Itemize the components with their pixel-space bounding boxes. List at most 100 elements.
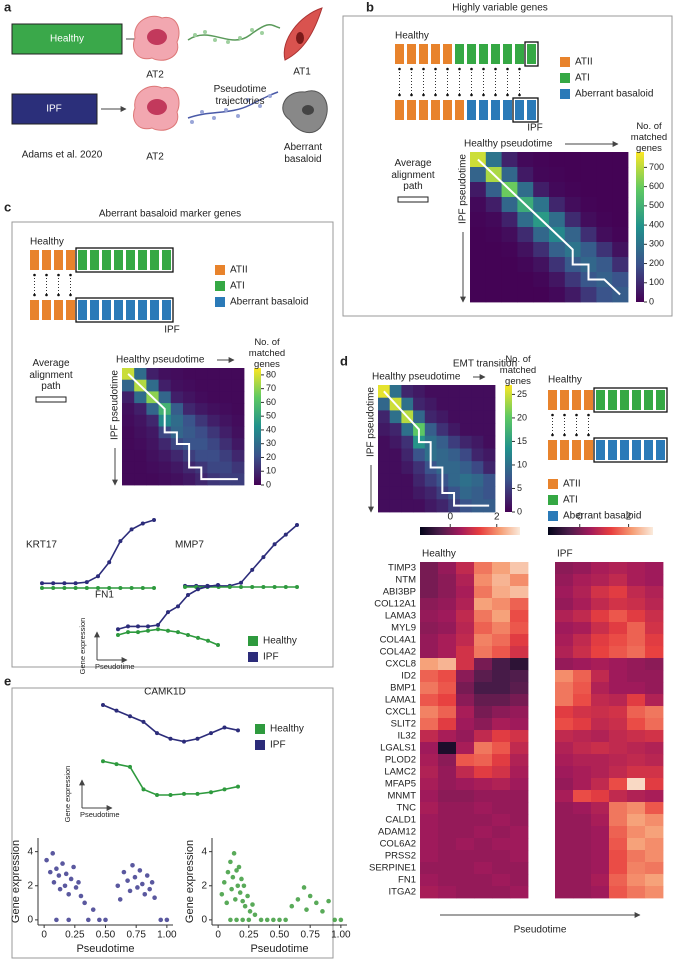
heatmap-cell: [555, 682, 574, 695]
heatmap-cell: [420, 802, 439, 815]
scatter-point: [230, 874, 236, 880]
heatmap-cell: [510, 862, 529, 875]
panel-title: Highly variable genes: [452, 3, 548, 14]
row-label: PRSS2: [385, 851, 416, 862]
scatter-point: [50, 851, 56, 856]
heatmap-cell: [231, 414, 245, 427]
scatter-point: [307, 893, 313, 899]
legend-swatch: [248, 652, 258, 662]
scatter-point: [152, 895, 157, 901]
cell-state-block: [66, 250, 75, 270]
heatmap-cell: [510, 694, 529, 707]
heatmap-cell: [456, 814, 475, 827]
heatmap-cell: [420, 610, 439, 623]
scatter-point: [63, 871, 69, 877]
colorbar: [505, 385, 512, 512]
cell-label: AT2: [146, 152, 164, 163]
heatmap-cell: [448, 397, 461, 411]
scatter-point: [235, 883, 241, 889]
heatmap-cell: [438, 658, 457, 671]
heatmap-cell: [474, 862, 493, 875]
scatter-point: [56, 873, 62, 878]
heatmap-cell: [645, 802, 664, 815]
scatter-point: [295, 897, 301, 902]
cell-state-block: [30, 300, 39, 320]
scatter-point: [314, 900, 319, 906]
heatmap-cell: [492, 742, 511, 755]
heatmap-cell: [146, 426, 159, 439]
heatmap-cell: [438, 610, 457, 623]
heatmap-cell: [555, 874, 574, 887]
heatmap-cell: [122, 426, 135, 439]
cell-state-block: [479, 100, 488, 120]
heatmap-cell: [533, 242, 550, 258]
heatmap-cell: [564, 212, 581, 228]
scatter-point: [246, 917, 252, 923]
cell-state-block: [632, 390, 641, 410]
heatmap-cell: [438, 634, 457, 647]
cell-state-block: [126, 300, 135, 320]
heatmap-cell: [420, 682, 439, 695]
heatmap-cell: [456, 706, 475, 719]
heatmap-cell: [492, 670, 511, 683]
heatmap-cell: [436, 423, 449, 437]
heatmap-cell: [448, 410, 461, 424]
heatmap-cell: [573, 778, 592, 791]
colorbar-tick-label: 60: [266, 397, 276, 407]
heatmap-cell: [474, 886, 493, 899]
heatmap-cell: [401, 435, 414, 449]
heatmap-cell: [424, 423, 437, 437]
cell-state-block: [407, 100, 416, 120]
link-end: [69, 293, 72, 297]
axis-label: Healthy pseudotime: [116, 355, 205, 366]
heatmap-cell: [170, 368, 184, 381]
heatmap-cell: [555, 802, 574, 815]
x-tick-label: 0: [215, 930, 221, 941]
heatmap-cell: [219, 438, 233, 451]
heatmap-cell: [627, 838, 646, 851]
heatmap-cell: [591, 766, 610, 779]
heatmap-cell: [609, 586, 628, 599]
cell-state-block: [596, 390, 605, 410]
series-point: [73, 581, 78, 586]
cell-state-block: [138, 300, 147, 320]
legend-swatch: [255, 724, 265, 734]
series-point: [239, 585, 243, 589]
colorbar-tick-label: 70: [266, 383, 276, 393]
heatmap-cell: [492, 814, 511, 827]
series-point: [272, 585, 277, 589]
heatmap-cell: [591, 838, 610, 851]
x-tick-label: 1.00: [331, 930, 351, 941]
series-point: [236, 728, 240, 733]
series-point: [209, 790, 213, 795]
heatmap-cell: [517, 167, 534, 183]
colorbar-title: No. of matched genes: [248, 337, 286, 370]
heatmap-cell: [438, 718, 457, 731]
heatmap-cell: [231, 449, 245, 462]
heatmap-cell: [533, 287, 550, 303]
heatmap-cell: [573, 562, 592, 575]
heatmap-cell: [609, 826, 628, 839]
heatmap-cell: [492, 790, 511, 803]
heatmap-cell: [609, 622, 628, 635]
heatmap-cell: [645, 742, 664, 755]
scatter-point: [225, 869, 231, 875]
heatmap-cell: [627, 634, 646, 647]
scatter-point: [240, 917, 245, 923]
heatmap-cell: [596, 227, 613, 243]
panel-letter: d: [340, 353, 348, 368]
heatmap-cell: [555, 754, 574, 767]
heatmap-cell: [401, 423, 414, 437]
series-point: [295, 585, 299, 589]
series-point: [155, 793, 159, 797]
series-point: [168, 736, 173, 741]
heatmap-cell: [564, 287, 581, 303]
x-tick-label: 0.50: [96, 930, 116, 941]
colorbar-tick-label: 2: [626, 512, 632, 523]
heatmap-cell: [573, 742, 592, 755]
series-point: [73, 586, 78, 590]
link-end: [434, 93, 437, 97]
series-point: [96, 586, 100, 590]
heatmap-cell: [627, 754, 646, 767]
